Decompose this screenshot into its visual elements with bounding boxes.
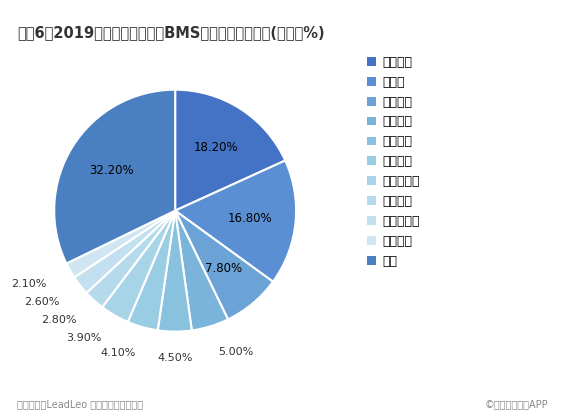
Text: 16.80%: 16.80% xyxy=(228,211,272,225)
Text: 2.60%: 2.60% xyxy=(24,297,59,307)
Wedge shape xyxy=(54,90,175,263)
Wedge shape xyxy=(66,211,175,278)
Wedge shape xyxy=(86,211,175,307)
Text: 图表6：2019年中国新能源汽车BMS行业企业竞争情况(单位：%): 图表6：2019年中国新能源汽车BMS行业企业竞争情况(单位：%) xyxy=(17,25,324,40)
Text: 7.80%: 7.80% xyxy=(205,261,242,275)
Text: 18.20%: 18.20% xyxy=(193,141,238,154)
Wedge shape xyxy=(158,211,192,332)
Text: 5.00%: 5.00% xyxy=(218,347,253,357)
Text: 32.20%: 32.20% xyxy=(89,164,134,177)
Text: 3.90%: 3.90% xyxy=(66,333,101,343)
Wedge shape xyxy=(74,211,175,293)
Legend: 宁德时代, 比亚迪, 金脉电子, 上海捷能, 亿能电子, 东软睿驰, 奇瑞新能源, 普瑞均胜, 长安新能源, 鹏辉能源, 其他: 宁德时代, 比亚迪, 金脉电子, 上海捷能, 亿能电子, 东软睿驰, 奇瑞新能源… xyxy=(367,56,420,268)
Text: 2.10%: 2.10% xyxy=(12,279,47,289)
Wedge shape xyxy=(102,211,175,322)
Wedge shape xyxy=(175,211,273,319)
Text: 2.80%: 2.80% xyxy=(41,315,76,325)
Wedge shape xyxy=(175,90,285,211)
Wedge shape xyxy=(175,211,228,330)
Text: 4.10%: 4.10% xyxy=(100,348,136,358)
Text: 资料来源：LeadLeo 前瞻产业研究院整理: 资料来源：LeadLeo 前瞻产业研究院整理 xyxy=(17,399,143,409)
Text: 4.50%: 4.50% xyxy=(157,353,192,363)
Text: ©前瞻经济学人APP: ©前瞻经济学人APP xyxy=(484,399,548,409)
Wedge shape xyxy=(128,211,175,330)
Wedge shape xyxy=(175,161,296,282)
